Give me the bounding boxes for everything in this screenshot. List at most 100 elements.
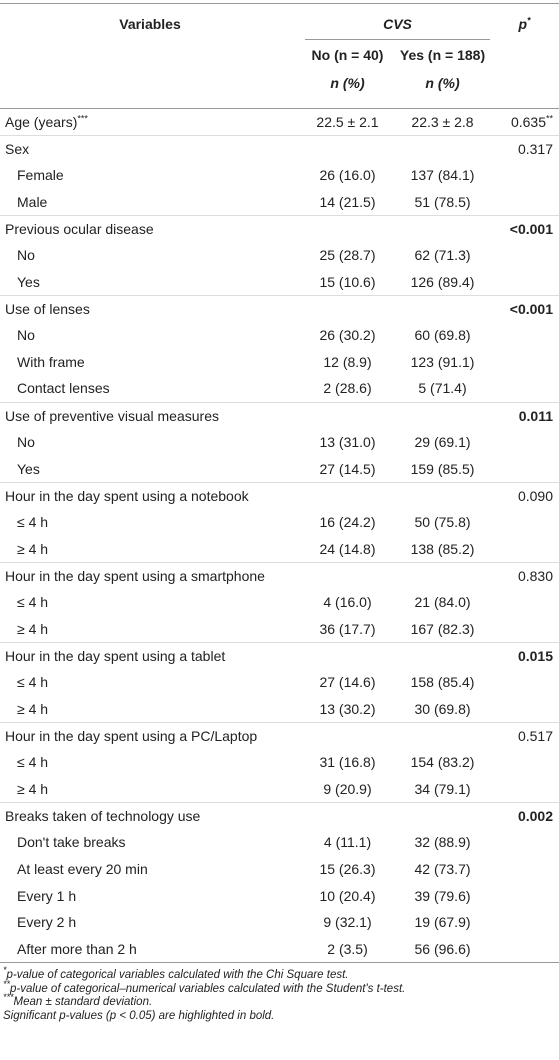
- label-note: ***: [77, 113, 88, 124]
- sub-label: No: [17, 327, 35, 344]
- p-empty: [490, 375, 559, 402]
- no-value: 26 (30.2): [319, 327, 376, 344]
- no-value: [300, 134, 395, 162]
- header-no: No (n = 40): [311, 46, 384, 63]
- sub-label: Male: [17, 193, 48, 210]
- group-row: Sex 0.317: [0, 134, 559, 162]
- sub-row: At least every 20 min 15 (26.3) 42 (73.7): [0, 856, 559, 883]
- group-label: Use of preventive visual measures: [5, 407, 219, 424]
- p-empty: [490, 242, 559, 269]
- no-value: 4 (11.1): [323, 834, 372, 851]
- sub-row: ≥ 4 h 36 (17.7) 167 (82.3): [0, 616, 559, 643]
- no-value: 15 (26.3): [319, 861, 376, 878]
- p-cell: 0.011: [490, 401, 559, 429]
- sub-label: Yes: [17, 273, 40, 290]
- sub-label: ≤ 4 h: [17, 514, 49, 531]
- footnote-text: p-value of categorical–numerical variabl…: [10, 982, 406, 995]
- footnote: Significant p-values (p < 0.05) are high…: [3, 1010, 559, 1024]
- yes-value: [395, 401, 491, 429]
- no-value: [300, 561, 395, 589]
- p-value: 0.002: [517, 807, 554, 824]
- sub-row: Female 26 (16.0) 137 (84.1): [0, 162, 559, 189]
- yes-value: 50 (75.8): [414, 514, 471, 531]
- p-cell: 0.015: [490, 641, 559, 669]
- sub-label: Female: [17, 167, 64, 184]
- no-value: [300, 801, 395, 830]
- sub-label: Contact lenses: [17, 380, 110, 397]
- p-empty: [490, 455, 559, 482]
- p-empty: [490, 616, 559, 643]
- header-group-cell: CVS: [300, 3, 491, 41]
- sub-label: ≤ 4 h: [17, 674, 49, 691]
- sub-row: No 25 (28.7) 62 (71.3): [0, 242, 559, 269]
- footnote-marker: *: [3, 965, 7, 976]
- no-value: [300, 721, 395, 749]
- group-row: Previous ocular disease <0.001: [0, 214, 559, 242]
- sub-row: No 26 (30.2) 60 (69.8): [0, 322, 559, 349]
- group-label: Hour in the day spent using a notebook: [5, 487, 249, 504]
- yes-value: 167 (82.3): [410, 620, 475, 637]
- yes-value: [395, 721, 491, 749]
- yes-value: 42 (73.7): [414, 861, 471, 878]
- p-empty: [490, 749, 559, 776]
- yes-value: [395, 214, 491, 242]
- group-label: Hour in the day spent using a tablet: [5, 647, 226, 664]
- p-empty: [490, 189, 559, 216]
- footnote-text: Mean ± standard deviation.: [13, 996, 153, 1008]
- no-value: 9 (20.9): [323, 780, 372, 797]
- group-row: Hour in the day spent using a notebook 0.…: [0, 481, 559, 509]
- no-value: 31 (16.8): [319, 754, 376, 771]
- yes-value: 5 (71.4): [418, 380, 467, 397]
- footnote-text: p-value of categorical variables calcula…: [6, 969, 349, 981]
- p-empty: [490, 349, 559, 376]
- table-body: Age (years)*** 22.5 ± 2.1 22.3 ± 2.8 0.635*…: [0, 109, 559, 963]
- group-label: Hour in the day spent using a PC/Laptop: [5, 727, 258, 744]
- header-p-cell: p*: [490, 3, 559, 41]
- p-empty: [490, 776, 559, 803]
- p-value: 0.830: [517, 567, 554, 584]
- no-value: 36 (17.7): [319, 620, 376, 637]
- p-cell: 0.317: [490, 134, 559, 162]
- header-p: p: [518, 16, 528, 32]
- yes-value: 34 (79.1): [414, 780, 471, 797]
- group-row: Hour in the day spent using a PC/Laptop 0…: [0, 721, 559, 749]
- no-value: [300, 214, 395, 242]
- no-value: 15 (10.6): [319, 273, 376, 290]
- sub-row: ≤ 4 h 4 (16.0) 21 (84.0): [0, 589, 559, 616]
- sub-row: Yes 15 (10.6) 126 (89.4): [0, 269, 559, 296]
- sub-label: ≥ 4 h: [17, 780, 49, 797]
- no-value: 25 (28.7): [319, 247, 376, 264]
- p-empty: [490, 509, 559, 536]
- group-row: Use of preventive visual measures 0.011: [0, 401, 559, 429]
- p-empty: [490, 669, 559, 696]
- yes-value: [395, 561, 491, 589]
- label-cell: Hour in the day spent using a PC/Laptop: [0, 721, 300, 749]
- footnote-text: Significant p-values (p < 0.05) are high…: [3, 1009, 275, 1022]
- header-variables: Variables: [0, 3, 300, 41]
- sub-row: ≥ 4 h 24 (14.8) 138 (85.2): [0, 536, 559, 563]
- group-label: Use of lenses: [5, 300, 90, 317]
- no-value: 16 (24.2): [319, 514, 376, 531]
- p-empty: [490, 935, 559, 963]
- footnote: *p-value of categorical variables calcul…: [3, 966, 559, 983]
- p-empty: [490, 536, 559, 563]
- sub-label: With frame: [17, 354, 85, 371]
- p-value: 0.011: [518, 407, 554, 424]
- yes-value: [395, 801, 491, 830]
- p-empty: [490, 589, 559, 616]
- footnotes: *p-value of categorical variables calcul…: [0, 966, 559, 1024]
- sub-row: Every 1 h 10 (20.4) 39 (79.6): [0, 882, 559, 909]
- yes-value: 154 (83.2): [410, 754, 475, 771]
- sub-row: Yes 27 (14.5) 159 (85.5): [0, 455, 559, 482]
- p-cell: 0.635**: [490, 109, 559, 136]
- yes-value: 51 (78.5): [414, 193, 471, 210]
- p-empty: [490, 322, 559, 349]
- no-value: 27 (14.6): [319, 674, 376, 691]
- sub-label: At least every 20 min: [17, 861, 148, 878]
- sub-row: With frame 12 (8.9) 123 (91.1): [0, 349, 559, 376]
- label-cell: Hour in the day spent using a tablet: [0, 641, 300, 669]
- group-label: Breaks taken of technology use: [5, 807, 201, 824]
- label-cell: Breaks taken of technology use: [0, 801, 300, 830]
- no-value: [300, 294, 395, 322]
- p-value: <0.001: [509, 220, 554, 237]
